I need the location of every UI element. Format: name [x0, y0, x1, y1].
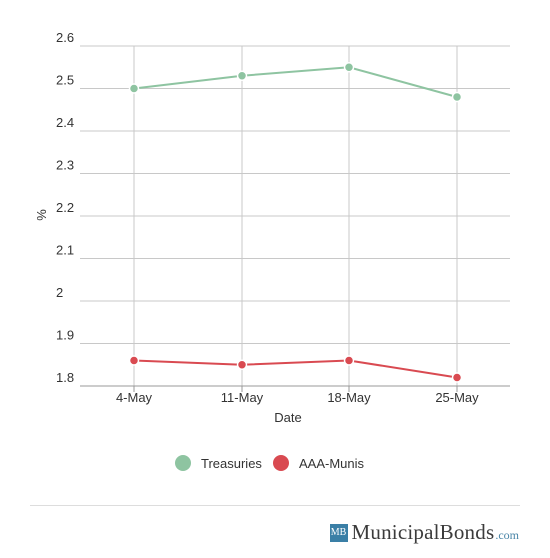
series-line	[133, 359, 458, 379]
legend-label: Treasuries	[201, 456, 262, 471]
x-tick-label: 11-May	[221, 390, 264, 405]
y-tick-label: 2.1	[56, 243, 74, 258]
y-tick-label: 2.2	[56, 200, 74, 215]
data-point	[451, 91, 463, 103]
y-tick-label: 2.4	[56, 115, 74, 130]
brand-tld: .com	[495, 528, 519, 542]
x-tick-label: 4-May	[116, 390, 153, 405]
footer-divider	[30, 505, 520, 506]
data-point	[128, 355, 140, 366]
data-point	[236, 70, 248, 81]
brand-logo[interactable]: MB MunicipalBonds .com	[329, 520, 519, 545]
x-tick-label: 25-May	[435, 390, 479, 405]
legend: Treasuries AAA-Munis	[175, 455, 365, 471]
brand-mark: MB	[329, 523, 348, 542]
y-axis-label: %	[34, 209, 49, 221]
y-tick-label: 2.3	[56, 158, 74, 173]
series-treasuries	[128, 62, 463, 103]
y-tick-label: 2.6	[56, 30, 74, 45]
legend-swatch	[273, 455, 289, 471]
legend-item[interactable]: Treasuries	[175, 455, 262, 471]
data-point	[128, 83, 140, 94]
grid	[80, 45, 510, 392]
y-axis-ticks: 1.8 1.9 2 2.1 2.2 2.3 2.4 2.5 2.6	[56, 30, 74, 385]
series-line	[133, 66, 458, 98]
data-point	[236, 359, 248, 370]
y-tick-label: 1.9	[56, 328, 74, 343]
legend-label: AAA-Munis	[299, 456, 365, 471]
x-axis-ticks: 4-May 11-May 18-May 25-May	[116, 390, 479, 405]
brand-name: MunicipalBonds	[351, 520, 495, 544]
data-point	[343, 355, 355, 366]
series	[128, 62, 463, 383]
series-aaa-munis	[128, 355, 463, 383]
y-tick-label: 2	[56, 285, 63, 300]
line-chart: 1.8 1.9 2 2.1 2.2 2.3 2.4 2.5 2.6 4-May 11-May 18-…	[34, 30, 510, 471]
legend-item[interactable]: AAA-Munis	[273, 455, 365, 471]
y-tick-label: 1.8	[56, 370, 74, 385]
x-tick-label: 18-May	[327, 390, 371, 405]
x-axis-label: Date	[274, 410, 301, 425]
data-point	[451, 372, 463, 383]
y-tick-label: 2.5	[56, 73, 74, 88]
legend-swatch	[175, 455, 191, 471]
data-point	[343, 62, 355, 73]
